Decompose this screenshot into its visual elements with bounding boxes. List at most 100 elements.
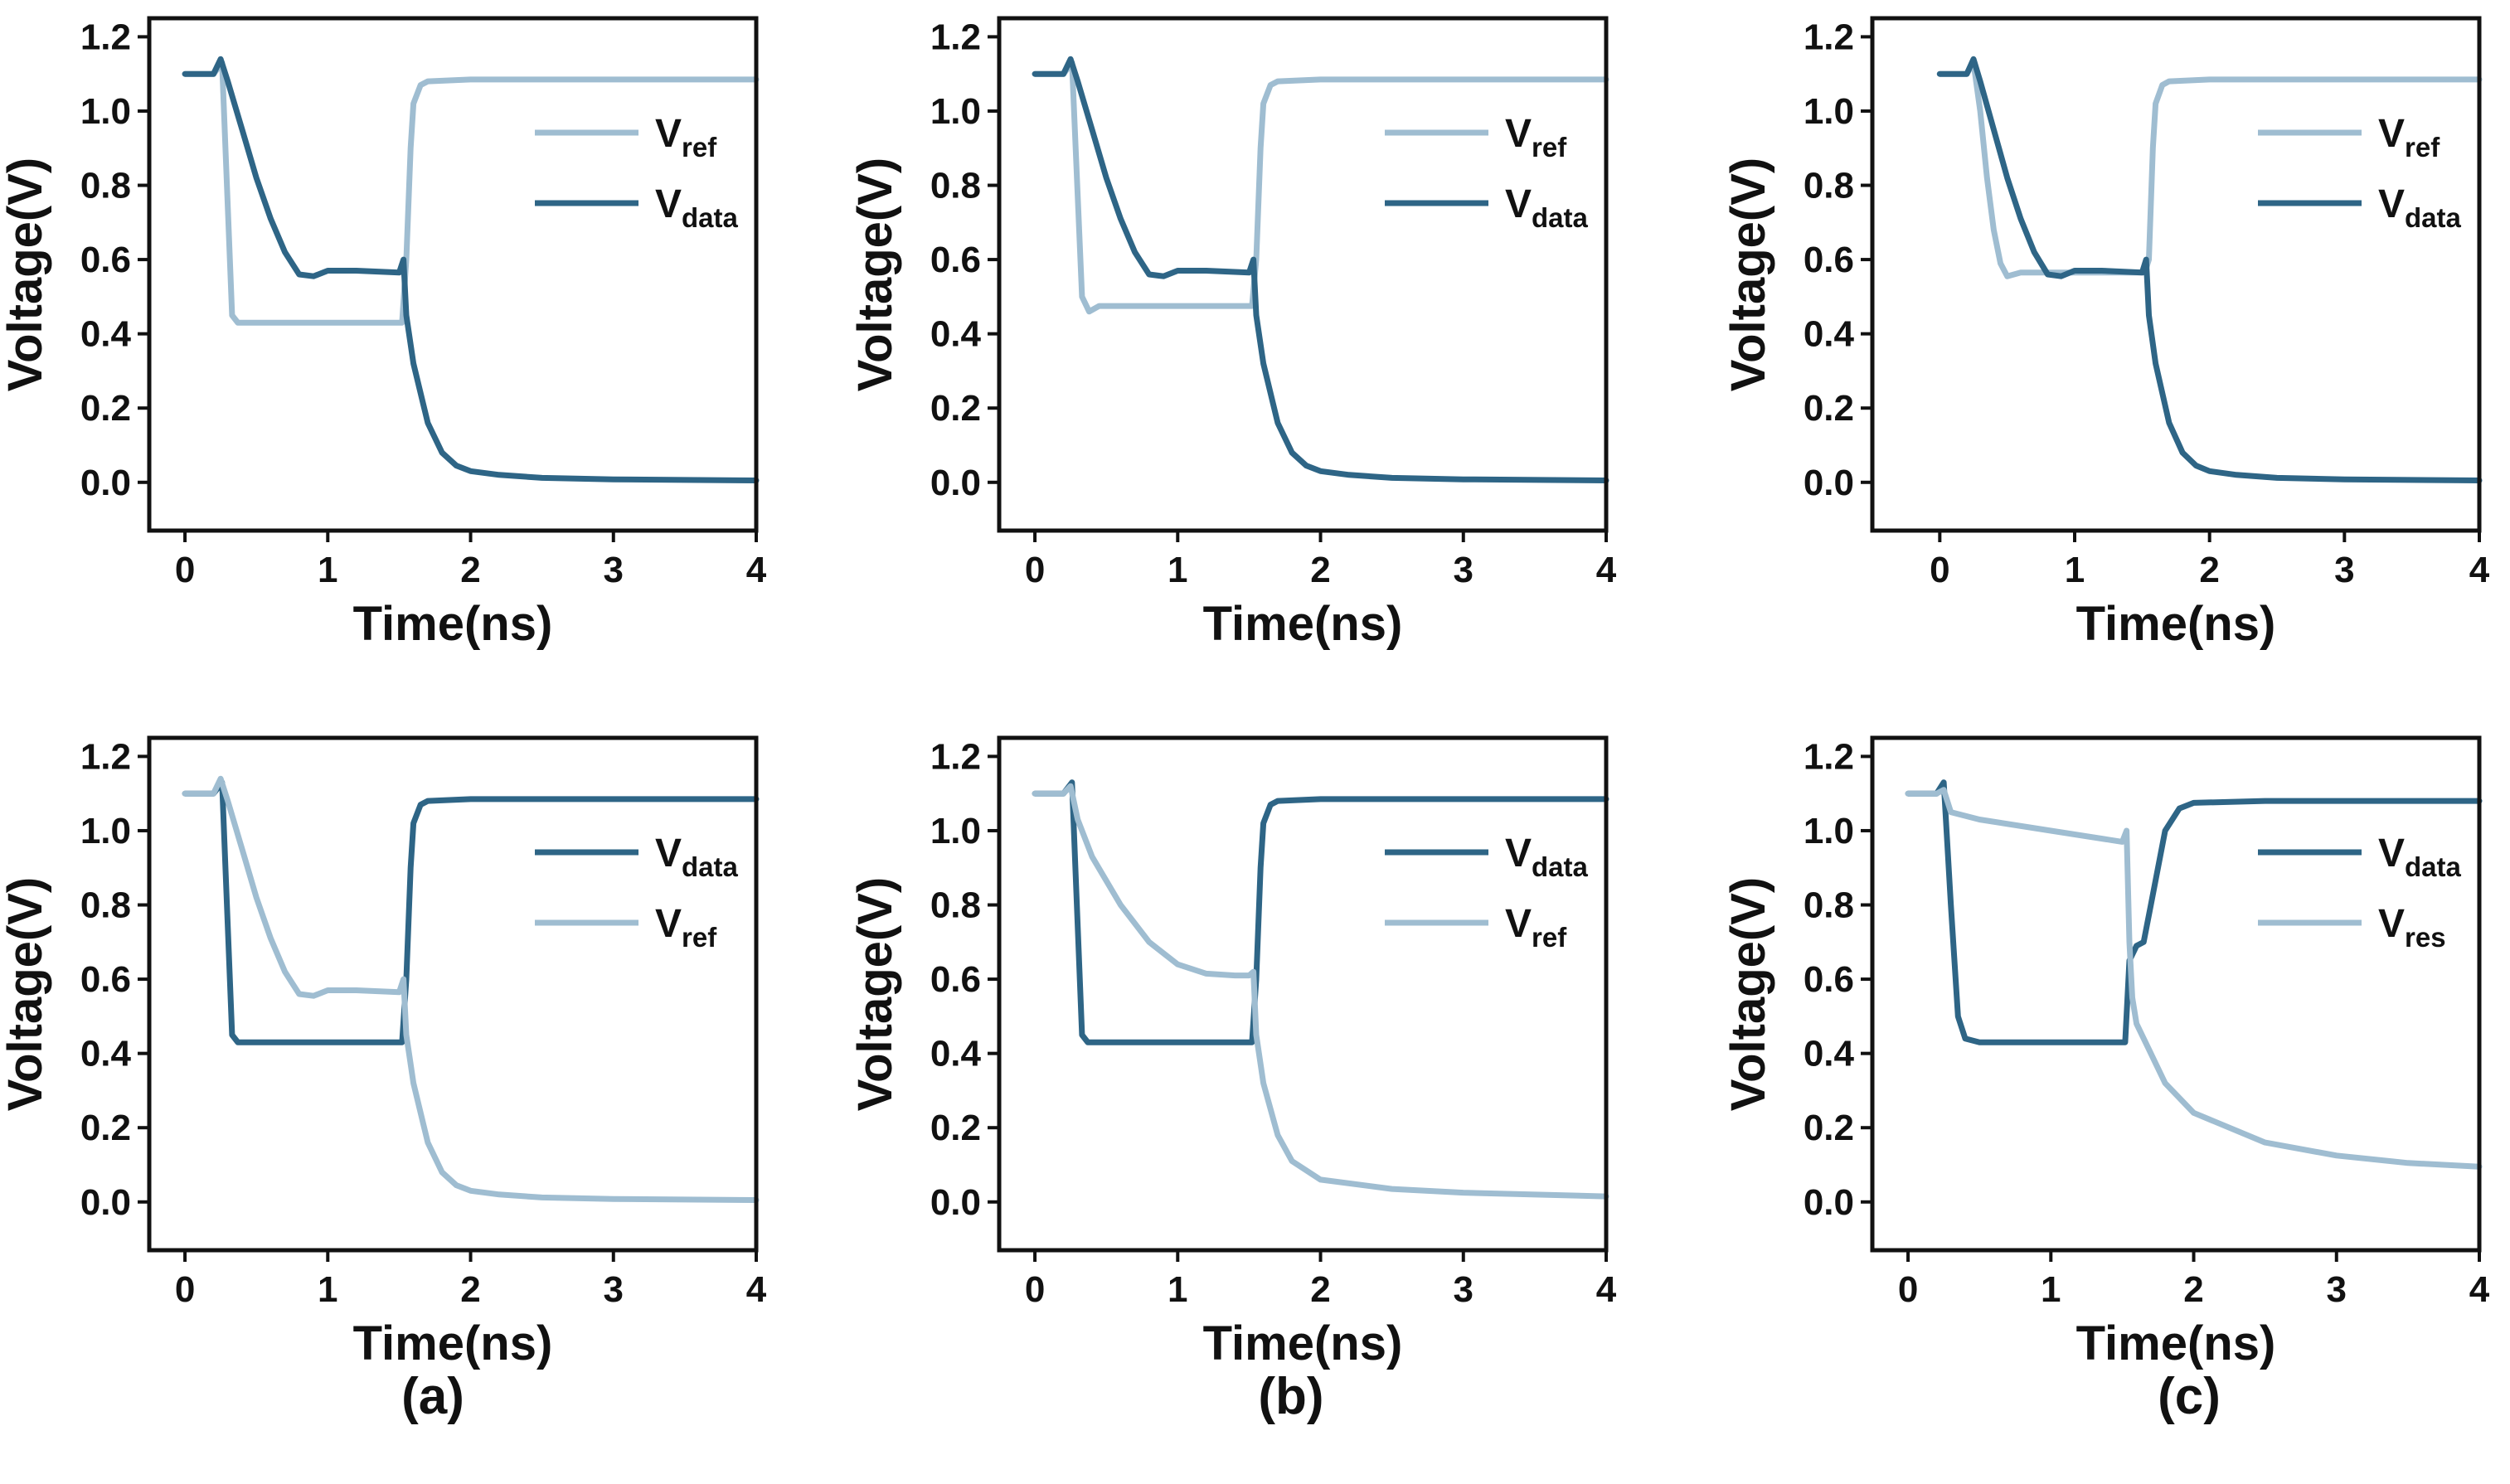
chart-top-b: 0 1 2 3 4 0.0 0.2 0.4 0.6 0.8 1.0 1.2 Time(ns) Voltag…	[848, 16, 1617, 651]
x-tick-label: 1	[318, 550, 337, 590]
x-tick-label: 4	[746, 550, 767, 590]
y-tick-label: 0.8	[80, 885, 131, 926]
series-line-data	[1032, 56, 1609, 483]
x-tick-label: 4	[746, 1269, 767, 1310]
legend: Vref Vdata	[535, 112, 739, 233]
y-tick-label: 1.2	[930, 17, 981, 57]
x-tick-label: 4	[2469, 550, 2490, 590]
x-tick-label: 1	[318, 1269, 337, 1310]
x-tick-label: 4	[1596, 1269, 1617, 1310]
y-tick-label: 1.2	[930, 736, 981, 777]
y-tick-label: 1.2	[80, 17, 131, 57]
chart-bottom-b: 0 1 2 3 4 0.0 0.2 0.4 0.6 0.8 1.0 1.2 Time(ns) Voltag…	[848, 735, 1617, 1370]
y-tick-label: 1.0	[1804, 811, 1854, 851]
y-tick-label: 0.6	[80, 240, 131, 280]
legend-label-ref: Vref	[1505, 902, 1567, 953]
plot-frame	[997, 16, 1609, 533]
x-tick-label: 4	[2469, 1269, 2490, 1310]
legend: Vdata Vref	[1385, 832, 1589, 953]
y-tick-label: 0.0	[1804, 1182, 1854, 1223]
x-tick-label: 3	[2327, 1269, 2347, 1310]
y-tick-label: 1.0	[80, 91, 131, 132]
x-tick-label: 0	[175, 550, 195, 590]
y-tick-label: 0.4	[80, 1034, 132, 1074]
x-tick-label: 2	[460, 550, 480, 590]
x-tick-label: 0	[1898, 1269, 1918, 1310]
series-line-data	[182, 779, 760, 1045]
x-tick-label: 2	[460, 1269, 480, 1310]
y-tick-label: 0.2	[930, 1108, 981, 1148]
series-line-res	[1905, 787, 2483, 1170]
x-axis-title: Time(ns)	[2076, 597, 2276, 651]
y-tick-label: 1.0	[1804, 91, 1854, 132]
legend-label-data: Vdata	[1505, 832, 1589, 882]
x-tick-label: 4	[1596, 550, 1617, 590]
panel-label-c: (c)	[2158, 1368, 2221, 1425]
x-axis-title: Time(ns)	[353, 1317, 553, 1370]
x-tick-label: 0	[175, 1269, 195, 1310]
x-tick-label: 0	[1930, 550, 1949, 590]
x-tick-label: 2	[1310, 1269, 1330, 1310]
x-tick-label: 1	[2041, 1269, 2061, 1310]
plot-frame	[147, 16, 759, 533]
series-line-ref	[182, 775, 760, 1203]
y-tick-label: 0.2	[1804, 1108, 1854, 1148]
legend-label-data: Vdata	[655, 182, 739, 233]
y-tick-label: 0.6	[930, 959, 981, 1000]
y-tick-label: 0.2	[1804, 388, 1854, 429]
y-tick-label: 0.2	[930, 388, 981, 429]
y-tick-label: 0.0	[930, 463, 981, 503]
legend: Vref Vdata	[2258, 112, 2462, 233]
y-tick-label: 0.6	[1804, 240, 1854, 280]
legend-label-ref: Vref	[655, 112, 717, 162]
y-tick-label: 0.6	[930, 240, 981, 280]
x-tick-label: 0	[1025, 550, 1045, 590]
y-axis-title: Voltage(V)	[0, 158, 52, 392]
y-tick-label: 0.0	[930, 1182, 981, 1223]
x-tick-label: 1	[2065, 550, 2085, 590]
y-tick-label: 0.8	[1804, 885, 1854, 926]
y-axis-title: Voltage(V)	[1721, 877, 1775, 1112]
plot-frame	[1870, 735, 2482, 1253]
y-tick-label: 1.0	[930, 811, 981, 851]
y-tick-label: 0.4	[1804, 1034, 1855, 1074]
y-tick-label: 0.6	[80, 959, 131, 1000]
chart-bottom-c: 0 1 2 3 4 0.0 0.2 0.4 0.6 0.8 1.0 1.2 Time(ns) Voltag…	[1721, 735, 2490, 1370]
legend: Vdata Vref	[535, 832, 739, 953]
x-tick-label: 1	[1168, 550, 1187, 590]
x-axis-title: Time(ns)	[1203, 1317, 1403, 1370]
series-line-ref	[1032, 60, 1609, 315]
y-tick-label: 0.4	[1804, 314, 1855, 355]
x-tick-label: 3	[604, 550, 624, 590]
x-tick-label: 2	[2199, 550, 2219, 590]
y-tick-label: 1.2	[80, 736, 131, 777]
plot-frame	[147, 735, 759, 1253]
chart-top-a: 0 1 2 3 4 0.0 0.2 0.4 0.6 0.8 1.0 1.2 Time(ns) Voltag…	[0, 16, 767, 651]
y-tick-label: 1.2	[1804, 736, 1854, 777]
legend-label-data: Vdata	[1505, 182, 1589, 233]
y-axis-title: Voltage(V)	[1721, 158, 1775, 392]
plot-frame	[997, 735, 1609, 1253]
legend-label-ref: Vref	[1505, 112, 1567, 162]
y-tick-label: 0.2	[80, 1108, 131, 1148]
x-tick-label: 3	[604, 1269, 624, 1310]
y-tick-label: 0.4	[930, 314, 982, 355]
y-tick-label: 0.8	[930, 166, 981, 206]
legend-label-data: Vdata	[2378, 182, 2462, 233]
x-axis-title: Time(ns)	[2076, 1317, 2276, 1370]
x-tick-label: 0	[1025, 1269, 1045, 1310]
series-line-data	[1032, 779, 1609, 1045]
y-axis-title: Voltage(V)	[0, 877, 52, 1112]
plot-frame	[1870, 16, 2482, 533]
x-tick-label: 3	[2334, 550, 2354, 590]
panel-label-a: (a)	[401, 1368, 464, 1425]
y-axis-title: Voltage(V)	[848, 158, 902, 392]
y-tick-label: 0.4	[930, 1034, 982, 1074]
panel-label-b: (b)	[1258, 1368, 1323, 1425]
x-tick-label: 3	[1454, 550, 1473, 590]
y-tick-label: 1.0	[930, 91, 981, 132]
legend-label-res: Vres	[2378, 902, 2446, 953]
chart-bottom-a: 0 1 2 3 4 0.0 0.2 0.4 0.6 0.8 1.0 1.2 Time(ns) Voltag…	[0, 735, 767, 1370]
y-tick-label: 0.2	[80, 388, 131, 429]
legend: Vref Vdata	[1385, 112, 1589, 233]
